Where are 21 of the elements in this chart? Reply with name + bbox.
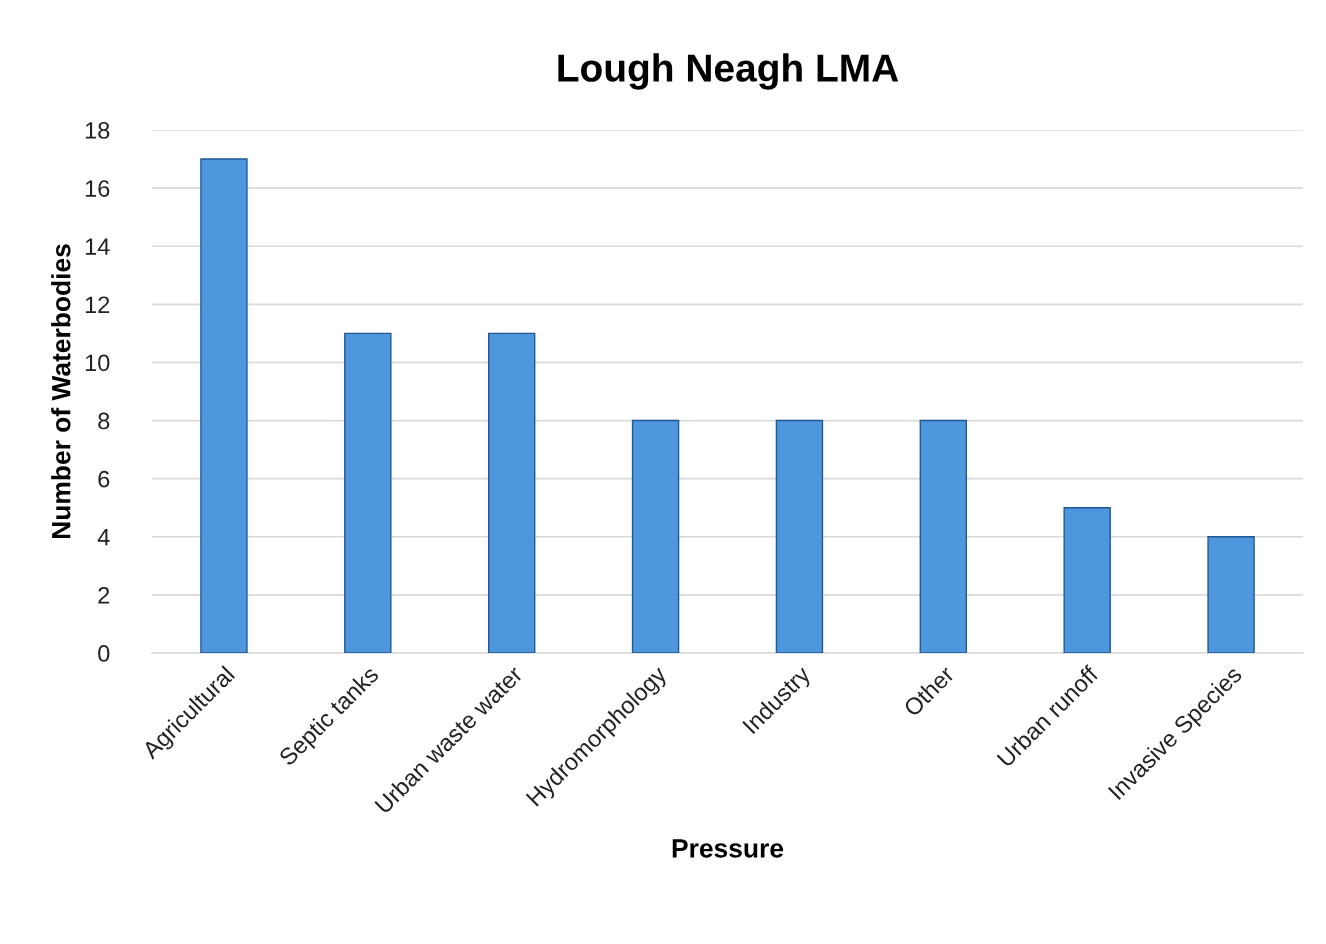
bar (775, 419, 824, 653)
y-tick-label: 14 (85, 238, 110, 255)
y-axis-title: Number of Waterbodies (51, 244, 71, 539)
bar (631, 419, 680, 653)
y-tick-label: 0 (98, 645, 110, 662)
bar (200, 158, 248, 653)
y-tick-label: 18 (85, 122, 110, 139)
y-tick-label: 4 (97, 529, 110, 546)
bar (1063, 507, 1111, 653)
y-tick-label: 16 (85, 180, 110, 197)
y-tick-label: 6 (98, 470, 110, 488)
y-tick-label: 8 (98, 412, 110, 430)
y-tick-label: 10 (85, 354, 110, 372)
chart-title: Lough Neagh LMA (558, 53, 899, 90)
bar (487, 332, 536, 653)
y-tick-label: 12 (85, 296, 110, 313)
x-axis-title: Pressure (672, 839, 784, 858)
bar (919, 419, 968, 653)
bar (1207, 536, 1255, 653)
y-tick-label: 2 (98, 586, 110, 604)
bar (344, 332, 392, 653)
